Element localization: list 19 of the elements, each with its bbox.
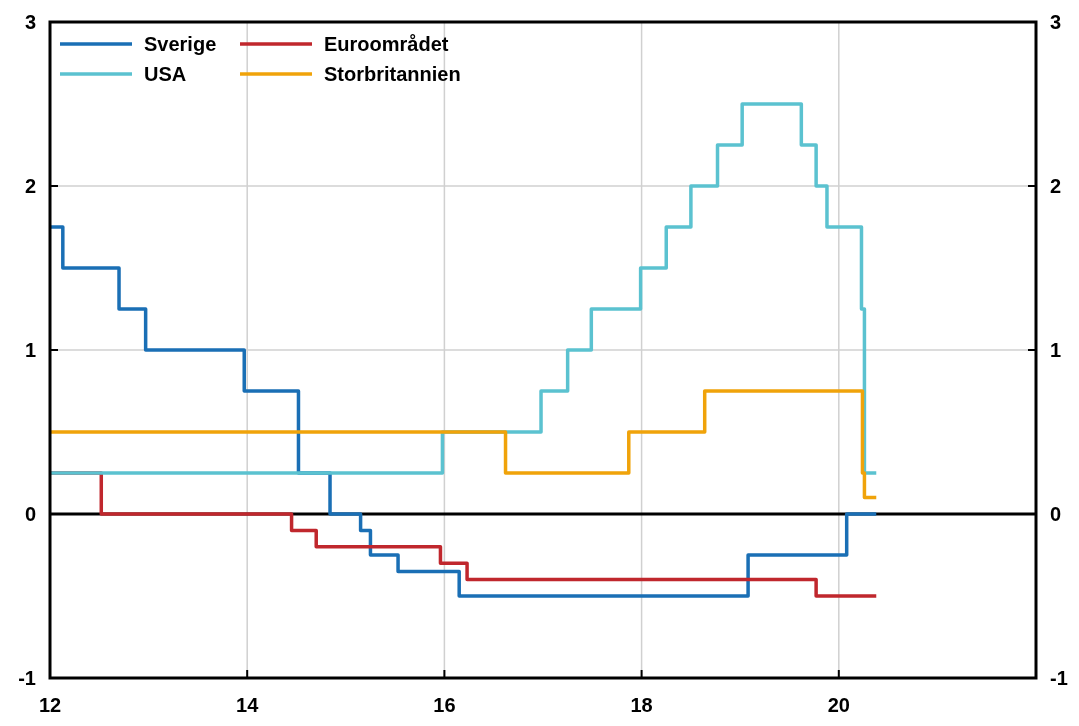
y2-tick-label: 1 [1050,339,1062,361]
y-tick-label: 1 [24,339,36,361]
x-tick-label: 12 [38,694,62,716]
y-tick-label: 0 [24,503,36,525]
y2-tick-label: 3 [1050,11,1062,33]
y2-tick-label: 0 [1050,503,1062,525]
y-tick-label: -1 [18,667,36,689]
legend-label: Euroområdet [324,33,449,55]
x-tick-label: 18 [630,694,653,716]
y2-tick-label: 2 [1050,175,1062,197]
y-tick-label: 3 [24,11,36,33]
legend-label: Storbritannien [324,63,461,85]
x-tick-label: 20 [827,694,850,716]
x-tick-label: 14 [236,694,260,716]
x-tick-label: 16 [433,694,456,716]
y2-tick-label: -1 [1050,667,1068,689]
y-tick-label: 2 [24,175,36,197]
legend-label: USA [144,63,187,85]
legend-label: Sverige [144,33,217,55]
